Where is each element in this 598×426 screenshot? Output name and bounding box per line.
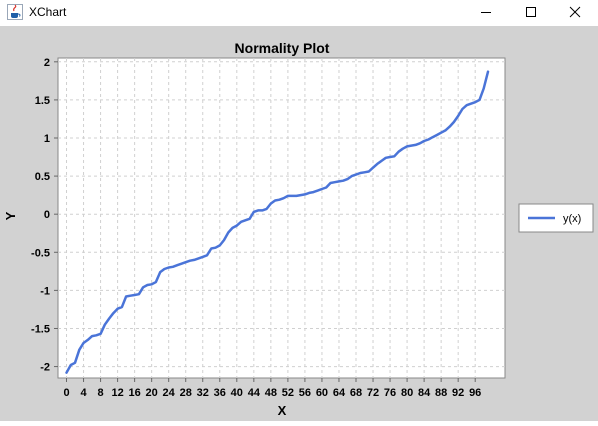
x-tick-label: 96 <box>469 387 481 399</box>
legend: y(x) <box>518 203 594 233</box>
minimize-icon <box>481 12 491 13</box>
x-tick-label: 28 <box>180 387 192 399</box>
x-tick-label: 4 <box>80 387 87 399</box>
x-tick-label: 40 <box>231 387 243 399</box>
maximize-button[interactable] <box>508 0 554 26</box>
x-tick-label: 48 <box>265 387 277 399</box>
y-tick-label: -1.5 <box>31 323 50 335</box>
y-axis-ticks: -2 -1.5 -1 -0.5 0 0.5 1 1.5 2 <box>31 57 58 374</box>
x-tick-label: 68 <box>350 387 362 399</box>
normality-chart: Normality Plot 0 4 8 12 16 20 24 28 32 36 40 44 48 52… <box>3 40 594 418</box>
x-tick-label: 0 <box>63 387 69 399</box>
x-tick-label: 44 <box>248 387 261 399</box>
y-axis-label: Y <box>3 211 18 220</box>
series-line-y-x <box>65 70 490 374</box>
x-tick-label: 56 <box>299 387 311 399</box>
x-tick-label: 8 <box>98 387 104 399</box>
close-button[interactable] <box>552 0 598 26</box>
window-title: XChart <box>29 5 67 19</box>
x-tick-label: 16 <box>129 387 141 399</box>
x-tick-label: 20 <box>146 387 158 399</box>
x-tick-label: 36 <box>214 387 226 399</box>
x-tick-label: 52 <box>282 387 294 399</box>
x-tick-label: 24 <box>163 387 176 399</box>
x-axis-ticks: 0 4 8 12 16 20 24 28 32 36 40 44 48 52 56 60 64 68 72 76 80 8… <box>63 378 481 399</box>
x-tick-label: 60 <box>316 387 328 399</box>
x-tick-label: 88 <box>435 387 447 399</box>
x-tick-label: 64 <box>333 387 346 399</box>
series-group <box>65 70 490 374</box>
chart-panel: Normality Plot 0 4 8 12 16 20 24 28 32 36 40 44 48 52… <box>0 26 598 421</box>
legend-label-y-x: y(x) <box>563 213 581 225</box>
x-tick-label: 12 <box>111 387 123 399</box>
x-axis-label: X <box>278 403 287 418</box>
x-tick-label: 92 <box>452 387 464 399</box>
window-titlebar: XChart <box>0 0 598 26</box>
y-tick-label: 2 <box>44 57 50 69</box>
x-tick-label: 72 <box>367 387 379 399</box>
x-tick-label: 80 <box>401 387 413 399</box>
java-cup-icon <box>7 4 23 20</box>
x-tick-label: 32 <box>197 387 209 399</box>
y-tick-label: 1.5 <box>35 95 50 107</box>
chart-title: Normality Plot <box>235 40 330 56</box>
x-tick-label: 76 <box>384 387 396 399</box>
x-tick-label: 84 <box>418 387 431 399</box>
y-tick-label: -2 <box>40 362 50 374</box>
maximize-icon <box>526 7 536 17</box>
y-tick-label: -1 <box>40 285 50 297</box>
minimize-button[interactable] <box>463 0 509 26</box>
y-tick-label: -0.5 <box>31 247 50 259</box>
y-tick-label: 0 <box>44 209 50 221</box>
y-tick-label: 1 <box>44 133 50 145</box>
close-icon <box>569 6 581 18</box>
y-tick-label: 0.5 <box>35 171 50 183</box>
grid-lines <box>58 58 505 378</box>
plot-area <box>57 57 506 379</box>
